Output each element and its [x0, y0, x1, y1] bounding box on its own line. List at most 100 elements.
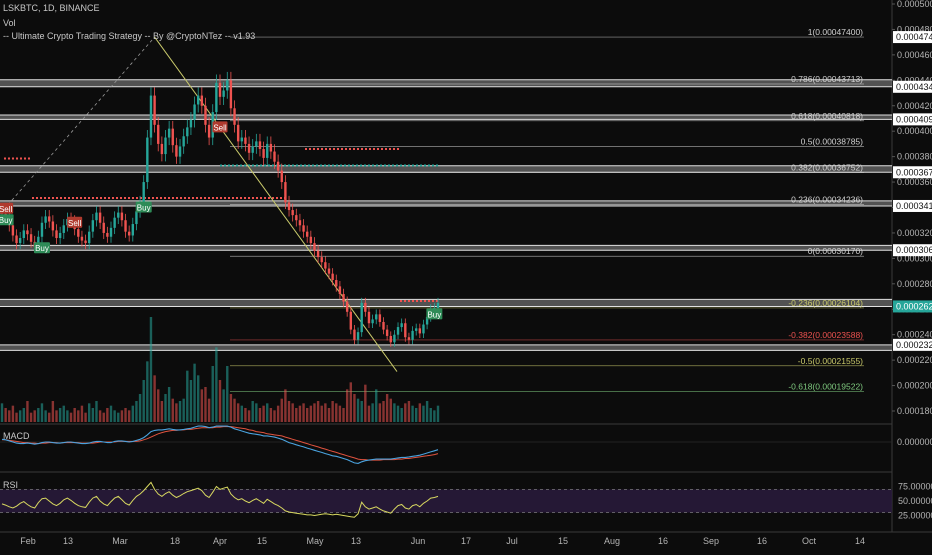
- volume-bar: [37, 408, 40, 422]
- volume-bar: [422, 405, 425, 422]
- price-highlight-label: 0.00047400: [896, 32, 932, 42]
- fib-anchor-line: [0, 36, 155, 215]
- volume-bar: [233, 398, 236, 422]
- volume-bar: [51, 401, 55, 422]
- volume-bars: [0, 317, 440, 422]
- price-tick-label: 0.00050000: [897, 0, 932, 9]
- volume-bar: [55, 410, 58, 422]
- volume-bar: [229, 394, 233, 422]
- candle-body: [436, 302, 440, 308]
- candle-body: [262, 148, 265, 158]
- sell-signal: [67, 216, 83, 228]
- volume-bar: [106, 408, 109, 422]
- fib-label: 0.5(0.00038785): [801, 137, 864, 147]
- volume-bar: [393, 403, 396, 422]
- sell-signal: [212, 121, 228, 133]
- price-tick-label: 0.00044000: [897, 75, 932, 85]
- fib-label: 0.786(0.00043713): [791, 74, 863, 84]
- time-tick-label: 13: [351, 536, 361, 546]
- volume-bar: [251, 401, 254, 422]
- candle-body: [400, 323, 403, 328]
- price-highlight-box: [893, 31, 932, 44]
- candle-body: [124, 220, 127, 232]
- signal-label: Sell: [68, 219, 82, 228]
- candle-body: [193, 104, 196, 120]
- price-highlight-box: [893, 338, 932, 351]
- volume-bar: [193, 363, 196, 422]
- volume-bar: [218, 380, 222, 422]
- price-highlight-box: [893, 244, 932, 257]
- volume-legend: Vol: [3, 18, 16, 28]
- candle-body: [342, 293, 345, 302]
- candle-body: [320, 257, 323, 263]
- candle-body: [207, 124, 211, 138]
- candle-body: [422, 324, 425, 334]
- time-tick-label: Jul: [506, 536, 518, 546]
- candle-body: [364, 302, 367, 312]
- price-tick-label: 0.00040000: [897, 126, 932, 136]
- candle-body: [291, 210, 294, 216]
- volume-bar: [171, 398, 174, 422]
- volume-bar: [436, 405, 440, 422]
- candle-body: [378, 314, 382, 322]
- candle-body: [375, 314, 378, 320]
- candle-body: [40, 222, 44, 237]
- volume-bar: [77, 410, 80, 422]
- volume-bar: [222, 389, 225, 422]
- time-tick-label: Aug: [604, 536, 620, 546]
- price-tick-label: 0.00038000: [897, 152, 932, 162]
- candle-body: [273, 151, 276, 162]
- volume-bar: [44, 410, 47, 422]
- candle-body: [153, 95, 156, 125]
- candle-body: [197, 95, 200, 105]
- volume-bar: [153, 375, 156, 422]
- buy-signal: [0, 214, 14, 226]
- volume-bar: [149, 317, 153, 422]
- candle-body: [51, 221, 55, 231]
- volume-bar: [429, 408, 432, 422]
- volume-bar: [88, 403, 91, 422]
- volume-bar: [135, 401, 138, 422]
- volume-bar: [418, 403, 422, 422]
- price-highlight-box: [893, 199, 932, 212]
- candle-body: [55, 230, 58, 239]
- volume-bar: [320, 405, 323, 422]
- volume-bar: [189, 380, 193, 422]
- price-highlight-box: [893, 80, 932, 93]
- time-tick-label: 16: [658, 536, 668, 546]
- volume-bar: [8, 410, 11, 422]
- volume-bar: [204, 387, 207, 422]
- candle-body: [280, 170, 283, 183]
- sr-band: [0, 165, 892, 173]
- price-highlight-box: [893, 300, 932, 313]
- volume-bar: [29, 412, 33, 422]
- volume-bar: [15, 412, 18, 422]
- volume-bar: [324, 403, 327, 422]
- candle-body: [186, 127, 189, 137]
- volume-bar: [280, 398, 283, 422]
- candle-body: [113, 217, 116, 228]
- candle-body: [247, 143, 251, 153]
- candle-body: [15, 235, 18, 244]
- volume-bar: [80, 405, 84, 422]
- candle-body: [37, 236, 40, 247]
- strategy-legend: -- Ultimate Crypto Trading Strategy -- B…: [3, 31, 256, 41]
- sr-band: [0, 79, 892, 87]
- time-tick-label: Mar: [112, 536, 128, 546]
- volume-bar: [407, 401, 411, 422]
- volume-bar: [396, 405, 400, 422]
- volume-bar: [411, 405, 414, 422]
- candle-body: [284, 182, 287, 203]
- volume-bar: [131, 405, 134, 422]
- volume-bar: [33, 410, 36, 422]
- volume-bar: [349, 382, 352, 422]
- candle-body: [244, 137, 247, 144]
- signal-label: Sell: [0, 205, 13, 214]
- candle-body: [345, 301, 349, 312]
- candle-body: [167, 128, 171, 138]
- candle-body: [189, 119, 193, 128]
- candle-body: [306, 231, 309, 237]
- price-tick-label: 0.00018000: [897, 406, 932, 416]
